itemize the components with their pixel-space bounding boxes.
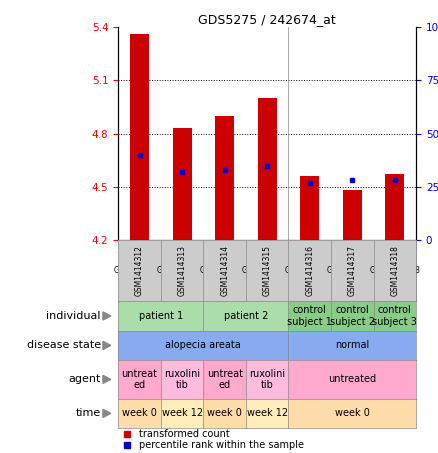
Bar <box>215 116 234 240</box>
Bar <box>300 176 319 240</box>
Text: agent: agent <box>68 374 101 385</box>
Text: disease state: disease state <box>27 340 101 351</box>
Text: control
subject 2: control subject 2 <box>330 305 375 327</box>
Text: week 12: week 12 <box>247 408 288 419</box>
Polygon shape <box>103 342 111 350</box>
Text: alopecia areata: alopecia areata <box>166 340 241 351</box>
Text: week 0: week 0 <box>122 408 157 419</box>
Text: GSM1414314: GSM1414314 <box>220 245 229 296</box>
Text: normal: normal <box>335 340 369 351</box>
Polygon shape <box>103 375 111 383</box>
Text: GSM1414315: GSM1414315 <box>242 266 293 275</box>
Text: week 12: week 12 <box>162 408 203 419</box>
Text: GSM1414312: GSM1414312 <box>114 266 165 275</box>
Polygon shape <box>103 312 111 320</box>
Text: GSM1414315: GSM1414315 <box>263 245 272 296</box>
Bar <box>385 174 404 240</box>
Text: ruxolini
tib: ruxolini tib <box>249 369 285 390</box>
Text: week 0: week 0 <box>207 408 242 419</box>
Text: GSM1414312: GSM1414312 <box>135 245 144 296</box>
Text: untreat
ed: untreat ed <box>207 369 243 390</box>
Text: patient 1: patient 1 <box>139 311 183 321</box>
Text: untreated: untreated <box>328 374 376 385</box>
Text: GSM1414316: GSM1414316 <box>305 245 314 296</box>
Text: control
subject 1: control subject 1 <box>287 305 332 327</box>
Polygon shape <box>103 410 111 418</box>
Text: GSM1414317: GSM1414317 <box>348 245 357 296</box>
Text: GSM1414316: GSM1414316 <box>284 266 335 275</box>
Title: GDS5275 / 242674_at: GDS5275 / 242674_at <box>198 13 336 26</box>
Text: week 0: week 0 <box>335 408 370 419</box>
Text: GSM1414313: GSM1414313 <box>156 266 208 275</box>
Text: untreat
ed: untreat ed <box>121 369 158 390</box>
Text: GSM1414313: GSM1414313 <box>177 245 187 296</box>
Bar <box>258 98 277 240</box>
Text: GSM1414317: GSM1414317 <box>327 266 378 275</box>
Text: control
subject 3: control subject 3 <box>372 305 417 327</box>
Text: GSM1414318: GSM1414318 <box>390 245 399 296</box>
Text: individual: individual <box>46 311 101 321</box>
Bar <box>173 128 192 240</box>
Bar <box>130 34 149 240</box>
Text: patient 2: patient 2 <box>224 311 268 321</box>
Text: time: time <box>75 408 101 419</box>
Text: GSM1414318: GSM1414318 <box>369 266 420 275</box>
Text: ruxolini
tib: ruxolini tib <box>164 369 200 390</box>
Text: GSM1414314: GSM1414314 <box>199 266 250 275</box>
Text: percentile rank within the sample: percentile rank within the sample <box>139 440 304 450</box>
Bar <box>343 190 362 240</box>
Text: transformed count: transformed count <box>139 429 230 439</box>
